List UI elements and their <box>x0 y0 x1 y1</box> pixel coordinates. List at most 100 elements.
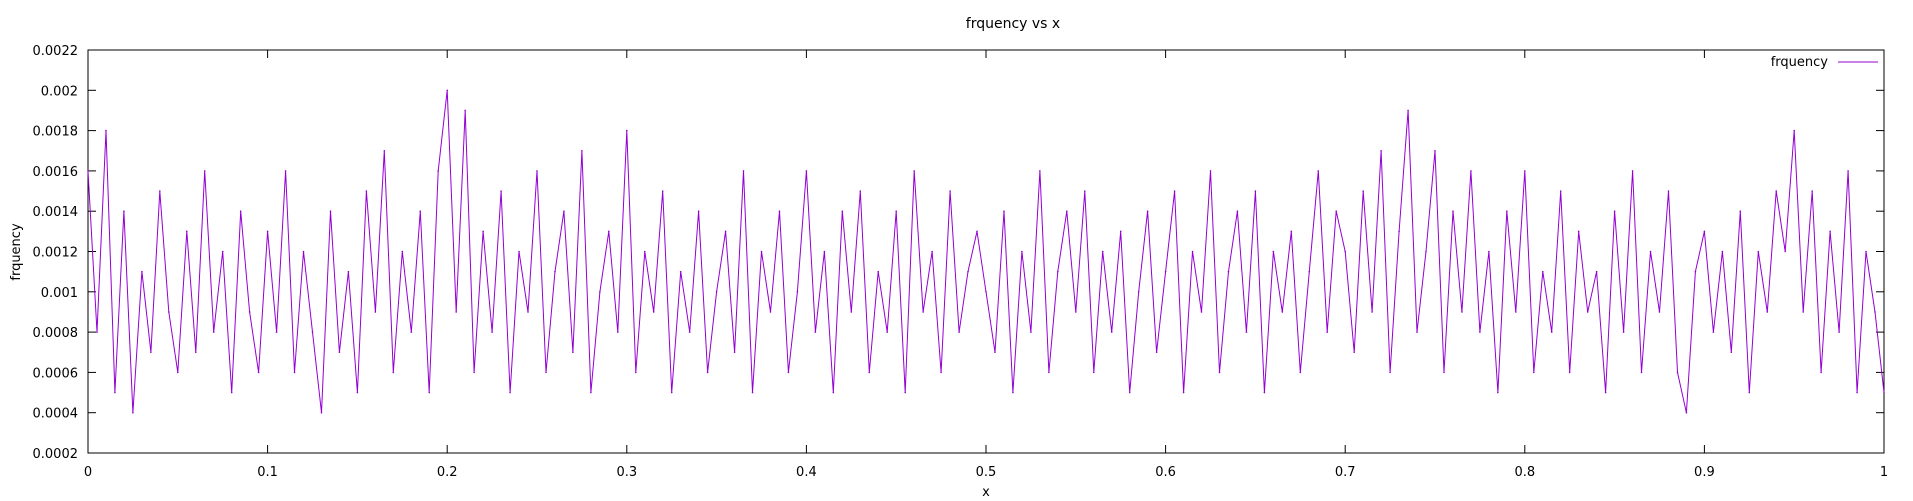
data-point <box>1658 311 1661 313</box>
data-point <box>617 331 619 333</box>
data-point <box>1425 250 1427 253</box>
data-point <box>1182 391 1185 394</box>
data-point <box>1012 391 1014 394</box>
data-point <box>823 250 826 253</box>
data-point <box>248 311 251 313</box>
data-point <box>1488 250 1490 253</box>
data-point <box>1245 331 1248 333</box>
data-point <box>1802 311 1804 313</box>
legend-label: frquency <box>1771 55 1829 70</box>
data-point <box>1568 371 1571 374</box>
data-point <box>985 291 987 293</box>
data-point <box>150 351 152 354</box>
data-point <box>1595 270 1598 273</box>
data-point <box>114 391 116 394</box>
data-point <box>185 230 188 233</box>
data-point <box>302 250 305 253</box>
data-point <box>1335 210 1338 212</box>
data-point <box>536 170 538 172</box>
data-point <box>670 391 673 394</box>
x-tick-label: 0.6 <box>1155 465 1176 480</box>
data-point <box>455 311 457 313</box>
data-point <box>1631 170 1634 172</box>
data-point <box>383 149 386 152</box>
data-point <box>392 371 395 374</box>
data-point <box>1784 250 1787 253</box>
y-tick-label: 0.002 <box>41 84 78 99</box>
data-point <box>1856 391 1858 394</box>
data-point <box>1829 230 1831 233</box>
data-point <box>608 230 610 233</box>
data-point <box>1613 210 1616 212</box>
data-point <box>1317 170 1320 172</box>
data-point <box>1577 230 1580 233</box>
data-point <box>1389 371 1391 374</box>
y-axis-label: frquency <box>9 223 24 281</box>
y-tick-label: 0.0004 <box>33 407 79 422</box>
data-point <box>1685 411 1688 414</box>
data-point <box>1101 250 1104 253</box>
data-point <box>1622 331 1625 333</box>
data-point <box>491 331 493 333</box>
data-point <box>814 331 817 333</box>
data-point <box>1030 331 1032 333</box>
data-point <box>168 311 170 313</box>
data-point <box>1703 230 1706 233</box>
y-tick-label: 0.0016 <box>33 165 79 180</box>
data-point <box>1676 371 1679 374</box>
data-point <box>329 210 332 212</box>
data-point <box>1209 170 1212 172</box>
data-point <box>1254 190 1257 192</box>
data-point <box>742 170 745 172</box>
x-tick-label: 0 <box>84 465 92 480</box>
data-point <box>940 371 942 374</box>
data-point <box>1811 190 1813 192</box>
data-point <box>626 129 628 132</box>
data-point <box>1119 230 1122 233</box>
data-point <box>1452 210 1454 212</box>
data-point <box>1434 149 1436 152</box>
data-point <box>1838 331 1840 333</box>
data-point <box>1110 331 1113 333</box>
data-point <box>1227 270 1230 273</box>
data-point <box>266 230 269 233</box>
series-points <box>87 89 1885 414</box>
data-point <box>338 351 341 354</box>
data-point <box>904 391 906 394</box>
data-point <box>1748 391 1751 394</box>
data-point <box>868 371 871 374</box>
x-axis-label: x <box>982 485 990 500</box>
data-point <box>581 149 583 152</box>
data-point <box>688 331 691 333</box>
data-point <box>419 210 422 212</box>
data-point <box>1757 250 1760 253</box>
data-point <box>805 170 808 172</box>
data-point <box>509 391 511 394</box>
data-point <box>832 391 835 394</box>
data-point <box>661 190 664 192</box>
data-point <box>1712 331 1715 333</box>
data-point <box>590 391 592 394</box>
data-point <box>1667 190 1670 192</box>
data-point <box>787 371 790 374</box>
data-point <box>159 190 161 192</box>
data-point <box>1272 250 1275 253</box>
data-point <box>230 391 233 394</box>
y-tick-label: 0.0014 <box>33 205 79 220</box>
data-point <box>1461 311 1463 313</box>
data-point <box>1532 371 1535 374</box>
x-tick-label: 0.8 <box>1514 465 1535 480</box>
data-point <box>446 89 449 92</box>
data-point <box>697 210 700 212</box>
data-point <box>1470 170 1472 172</box>
data-point <box>1083 190 1086 192</box>
data-point <box>715 291 718 293</box>
y-axis-ticks: 0.0002 0.0004 0.0006 0.0008 0.001 0.0012 0.001… <box>33 44 1884 462</box>
data-point <box>1128 391 1131 394</box>
data-point <box>1443 371 1445 374</box>
data-point <box>374 311 377 313</box>
data-point <box>1200 311 1203 313</box>
data-point <box>850 311 853 313</box>
y-tick-label: 0.0002 <box>33 447 79 462</box>
data-point <box>1344 250 1346 253</box>
